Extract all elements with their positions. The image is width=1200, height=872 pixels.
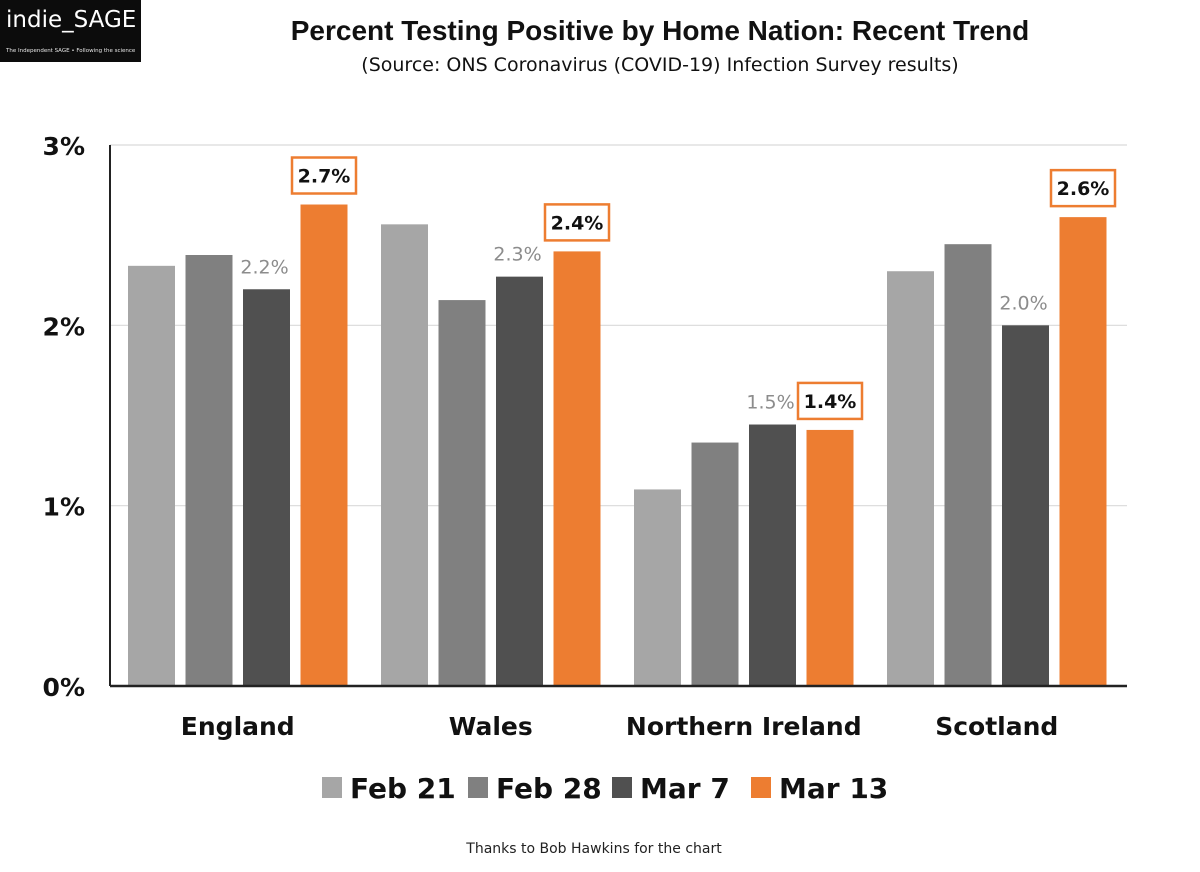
- bar: [496, 276, 543, 686]
- bar: [381, 224, 428, 686]
- bar: [634, 489, 681, 686]
- bar: [1059, 217, 1107, 686]
- y-tick-label: 3%: [43, 132, 85, 161]
- bar: [691, 442, 739, 686]
- y-tick-label: 2%: [43, 312, 85, 341]
- legend-label: Mar 13: [779, 772, 888, 805]
- category-label: England: [181, 712, 295, 741]
- legend-swatch: [468, 777, 488, 798]
- legend-label: Feb 21: [350, 772, 456, 805]
- legend-swatch: [612, 777, 632, 798]
- logo-name: indie_SAGE: [6, 7, 137, 33]
- legend-swatch: [322, 777, 342, 798]
- bar: [1002, 325, 1049, 686]
- data-label: 2.2%: [240, 256, 288, 278]
- data-label: 2.3%: [493, 244, 541, 266]
- category-label: Northern Ireland: [626, 712, 862, 741]
- bar: [806, 429, 854, 686]
- legend-swatch: [751, 777, 771, 798]
- bar: [128, 265, 175, 686]
- bar: [887, 271, 934, 686]
- data-label: 2.6%: [1057, 178, 1110, 200]
- category-label: Wales: [449, 712, 533, 741]
- indie-sage-logo: indie_SAGE The Independent SAGE • Follow…: [0, 0, 141, 62]
- data-label-box: [1049, 168, 1117, 208]
- y-tick-label: 1%: [43, 493, 85, 522]
- chart-title: Percent Testing Positive by Home Nation:…: [290, 15, 1030, 46]
- data-label: 2.0%: [999, 292, 1047, 314]
- category-label: Scotland: [935, 712, 1058, 741]
- data-label: 2.7%: [298, 166, 351, 188]
- y-tick-label: 0%: [43, 673, 85, 702]
- chart-subtitle: (Source: ONS Coronavirus (COVID-19) Infe…: [361, 54, 959, 76]
- data-label: 1.5%: [746, 392, 794, 414]
- data-label: 2.4%: [551, 212, 604, 234]
- bar: [185, 255, 233, 686]
- bar: [438, 300, 486, 686]
- bar: [553, 251, 601, 686]
- legend-label: Feb 28: [496, 772, 602, 805]
- data-label-box: [543, 203, 611, 242]
- bar: [944, 244, 992, 686]
- bar: [300, 204, 348, 686]
- bar: [749, 424, 796, 686]
- bar: [243, 289, 290, 686]
- data-label: 1.4%: [804, 391, 857, 413]
- logo-tagline: The Independent SAGE • Following the sci…: [6, 48, 136, 54]
- legend-label: Mar 7: [640, 772, 730, 805]
- data-label-box: [290, 156, 358, 195]
- chart-credit: Thanks to Bob Hawkins for the chart: [466, 841, 722, 857]
- data-label-box: [796, 381, 864, 421]
